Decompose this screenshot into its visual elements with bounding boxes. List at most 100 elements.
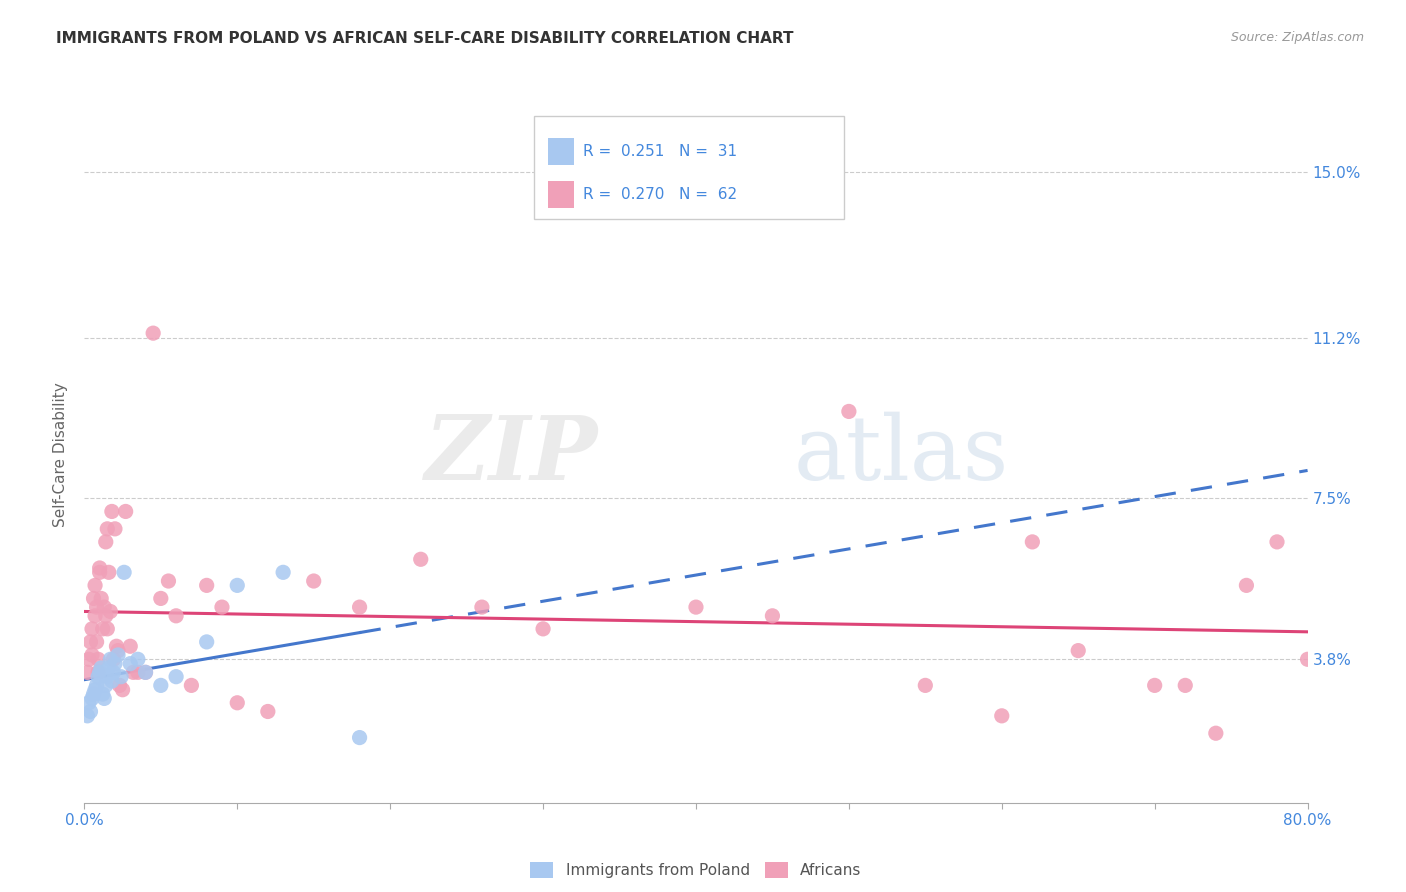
Point <box>1143 678 1166 692</box>
Point <box>86 600 108 615</box>
Point <box>103 652 125 666</box>
Point <box>80 691 103 706</box>
Point <box>83 591 105 606</box>
Point <box>165 608 187 623</box>
Point <box>149 678 172 692</box>
Point <box>838 404 860 418</box>
Point <box>80 622 103 636</box>
Point <box>98 605 121 619</box>
Point <box>94 534 117 549</box>
Point <box>120 657 142 671</box>
Point <box>111 682 134 697</box>
Point <box>122 665 145 680</box>
Point <box>103 665 125 680</box>
Point <box>96 622 118 636</box>
Point <box>96 522 118 536</box>
Point <box>1021 534 1043 549</box>
Point <box>135 665 157 680</box>
Point <box>86 635 108 649</box>
Point <box>108 678 131 692</box>
Legend: Immigrants from Poland, Africans: Immigrants from Poland, Africans <box>523 855 869 886</box>
Point <box>149 591 172 606</box>
Point <box>1236 578 1258 592</box>
Point <box>409 552 432 566</box>
Point <box>761 608 783 623</box>
Point <box>98 652 121 666</box>
Point <box>1174 678 1197 692</box>
Point <box>135 665 157 680</box>
Point <box>226 578 249 592</box>
Point <box>93 691 115 706</box>
Point <box>84 578 107 592</box>
Point <box>471 600 494 615</box>
Point <box>93 600 115 615</box>
Point <box>91 687 114 701</box>
Point <box>96 670 118 684</box>
Point <box>195 635 218 649</box>
Text: R =  0.270   N =  62: R = 0.270 N = 62 <box>583 187 738 202</box>
Point <box>991 708 1014 723</box>
Text: atlas: atlas <box>794 411 1010 499</box>
Point <box>349 600 371 615</box>
Point <box>97 566 120 580</box>
Point <box>91 622 114 636</box>
Point <box>87 670 110 684</box>
Point <box>76 665 98 680</box>
Point <box>107 643 129 657</box>
Point <box>101 504 124 518</box>
Point <box>1067 643 1090 657</box>
Point <box>142 326 165 340</box>
Text: ZIP: ZIP <box>425 412 598 498</box>
Point <box>101 674 124 689</box>
Point <box>1265 534 1288 549</box>
Point <box>87 652 110 666</box>
Point <box>87 665 110 680</box>
Point <box>914 678 936 692</box>
Point <box>114 504 136 518</box>
Point <box>271 566 294 580</box>
Point <box>349 731 371 745</box>
Point <box>1296 652 1319 666</box>
Point <box>77 696 100 710</box>
Point <box>257 705 280 719</box>
Point <box>104 657 127 671</box>
Point <box>83 687 105 701</box>
Point <box>226 696 249 710</box>
Y-axis label: Self-Care Disability: Self-Care Disability <box>53 383 69 527</box>
Point <box>211 600 233 615</box>
Text: IMMIGRANTS FROM POLAND VS AFRICAN SELF-CARE DISABILITY CORRELATION CHART: IMMIGRANTS FROM POLAND VS AFRICAN SELF-C… <box>56 31 794 46</box>
Point <box>180 678 202 692</box>
Point <box>77 652 100 666</box>
Point <box>76 708 98 723</box>
Point <box>127 665 149 680</box>
Point <box>685 600 707 615</box>
Point <box>105 639 128 653</box>
Text: R =  0.251   N =  31: R = 0.251 N = 31 <box>583 145 738 159</box>
Point <box>1205 726 1227 740</box>
Point <box>120 639 142 653</box>
Point <box>97 661 120 675</box>
Point <box>110 670 132 684</box>
Text: Source: ZipAtlas.com: Source: ZipAtlas.com <box>1230 31 1364 45</box>
Point <box>531 622 554 636</box>
Point <box>157 574 180 588</box>
Point <box>195 578 218 592</box>
Point <box>86 678 108 692</box>
Point <box>84 682 107 697</box>
Point <box>112 566 135 580</box>
Point <box>94 678 117 692</box>
Point <box>89 566 111 580</box>
Point <box>89 561 111 575</box>
Point <box>79 635 101 649</box>
Point <box>80 648 103 662</box>
Point <box>127 652 149 666</box>
Point <box>302 574 325 588</box>
Point <box>107 648 129 662</box>
Point <box>84 608 107 623</box>
Point <box>89 665 111 680</box>
Point <box>165 670 187 684</box>
Point <box>90 591 112 606</box>
Point <box>90 661 112 675</box>
Point <box>104 522 127 536</box>
Point <box>79 705 101 719</box>
